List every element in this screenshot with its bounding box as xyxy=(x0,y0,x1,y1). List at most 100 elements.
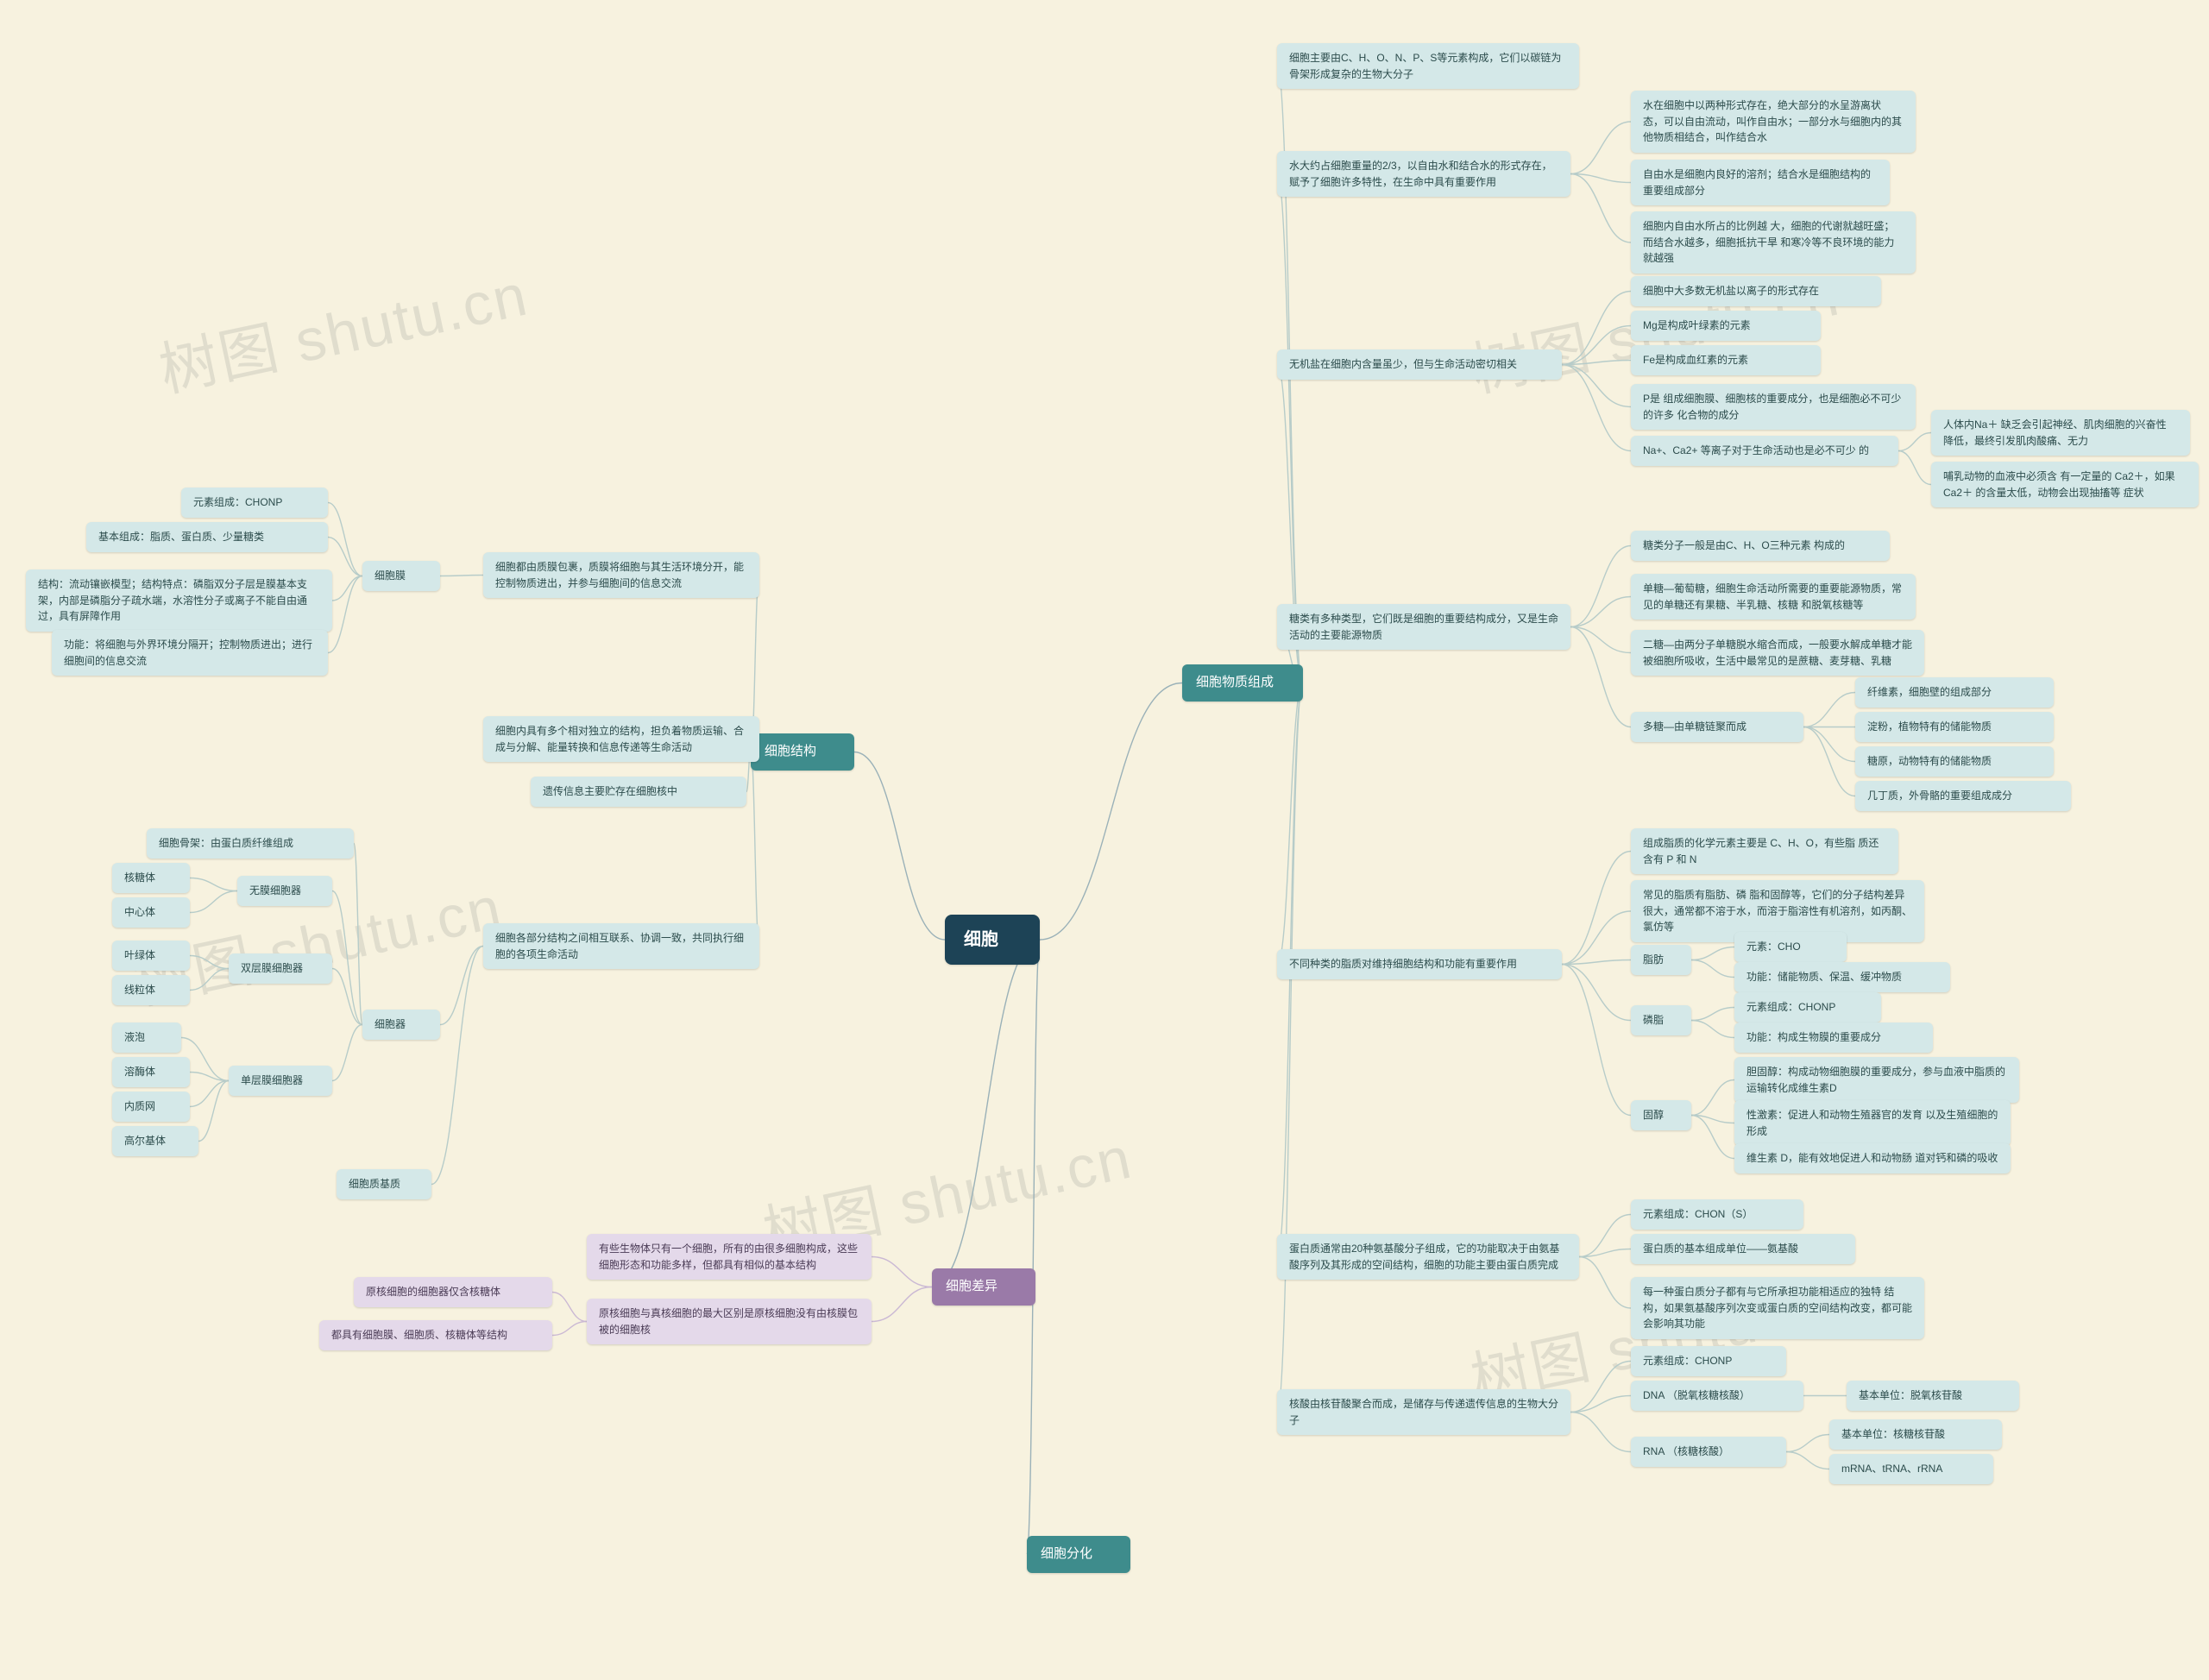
mindmap-node[interactable]: 固醇 xyxy=(1631,1100,1691,1130)
node-label: 内质网 xyxy=(124,1100,155,1112)
mindmap-node[interactable]: 淀粉，植物特有的储能物质 xyxy=(1855,712,2054,742)
mindmap-node[interactable]: 每一种蛋白质分子都有与它所承担功能相适应的独特 结构，如果氨基酸序列次变或蛋白质… xyxy=(1631,1277,1924,1339)
mindmap-node[interactable]: 细胞差异 xyxy=(932,1268,1035,1306)
mindmap-node[interactable]: 蛋白质通常由20种氨基酸分子组成，它的功能取决于由氨基酸序列及其形成的空间结构，… xyxy=(1277,1234,1579,1280)
mindmap-node[interactable]: 糖类有多种类型，它们既是细胞的重要结构成分，又是生命活动的主要能源物质 xyxy=(1277,604,1570,650)
mindmap-node[interactable]: 单层膜细胞器 xyxy=(229,1066,332,1096)
mindmap-node[interactable]: 蛋白质的基本组成单位——氨基酸 xyxy=(1631,1234,1855,1264)
mindmap-node[interactable]: 结构：流动镶嵌模型；结构特点：磷脂双分子层是膜基本支架，内部是磷脂分子疏水端，水… xyxy=(26,569,332,632)
node-label: 细胞中大多数无机盐以离子的形式存在 xyxy=(1643,285,1819,297)
node-label: 基本单位：核糖核苷酸 xyxy=(1841,1428,1945,1440)
node-label: 功能：储能物质、保温、缓冲物质 xyxy=(1746,971,1902,983)
mindmap-node[interactable]: 性激素：促进人和动物生殖器官的发育 以及生殖细胞的形成 xyxy=(1734,1100,2011,1146)
mindmap-node[interactable]: 都具有细胞膜、细胞质、核糖体等结构 xyxy=(319,1320,552,1350)
mindmap-node[interactable]: DNA （脱氧核糖核酸） xyxy=(1631,1381,1803,1411)
mindmap-node[interactable]: 细胞物质组成 xyxy=(1182,664,1303,702)
mindmap-node[interactable]: 功能：构成生物膜的重要成分 xyxy=(1734,1022,1933,1053)
mindmap-node[interactable]: 纤维素，细胞壁的组成部分 xyxy=(1855,677,2054,708)
mindmap-node[interactable]: P是 组成细胞膜、细胞核的重要成分，也是细胞必不可少的许多 化合物的成分 xyxy=(1631,384,1916,430)
mindmap-node[interactable]: 细胞器 xyxy=(362,1010,440,1040)
mindmap-node[interactable]: 功能：储能物质、保温、缓冲物质 xyxy=(1734,962,1950,992)
mindmap-node[interactable]: 组成脂质的化学元素主要是 C、H、O，有些脂 质还含有 P 和 N xyxy=(1631,828,1898,874)
mindmap-node[interactable]: 细胞膜 xyxy=(362,561,440,591)
node-label: DNA （脱氧核糖核酸） xyxy=(1643,1389,1750,1401)
node-label: mRNA、tRNA、rRNA xyxy=(1841,1463,1942,1475)
mindmap-node[interactable]: 磷脂 xyxy=(1631,1005,1691,1035)
mindmap-node[interactable]: 溶酶体 xyxy=(112,1057,190,1087)
node-label: 元素组成：CHON（S） xyxy=(1643,1208,1753,1220)
node-label: 基本组成：脂质、蛋白质、少量糖类 xyxy=(98,531,264,543)
node-label: 水在细胞中以两种形式存在，绝大部分的水呈游离状 态，可以自由流动，叫作自由水；一… xyxy=(1643,99,1902,143)
mindmap-node[interactable]: 细胞质基质 xyxy=(337,1169,431,1199)
node-label: 功能：将细胞与外界环境分隔开；控制物质进出；进行细胞间的信息交流 xyxy=(64,639,312,667)
mindmap-node[interactable]: 人体内Na＋ 缺乏会引起神经、肌肉细胞的兴奋性 降低，最终引发肌肉酸痛、无力 xyxy=(1931,410,2190,456)
mindmap-node[interactable]: 元素：CHO xyxy=(1734,932,1847,962)
mindmap-node[interactable]: Fe是构成血红素的元素 xyxy=(1631,345,1821,375)
mindmap-node[interactable]: 细胞结构 xyxy=(751,733,854,771)
node-label: 糖类有多种类型，它们既是细胞的重要结构成分，又是生命活动的主要能源物质 xyxy=(1289,613,1558,641)
mindmap-node[interactable]: 不同种类的脂质对维持细胞结构和功能有重要作用 xyxy=(1277,949,1562,979)
node-label: 人体内Na＋ 缺乏会引起神经、肌肉细胞的兴奋性 降低，最终引发肌肉酸痛、无力 xyxy=(1943,418,2167,447)
mindmap-node[interactable]: 自由水是细胞内良好的溶剂；结合水是细胞结构的重要组成部分 xyxy=(1631,160,1890,205)
mindmap-node[interactable]: 无膜细胞器 xyxy=(237,876,332,906)
mindmap-node[interactable]: 叶绿体 xyxy=(112,941,190,971)
mindmap-node[interactable]: 哺乳动物的血液中必须含 有一定量的 Ca2＋，如果 Ca2＋ 的含量太低，动物会… xyxy=(1931,462,2199,507)
mindmap-node[interactable]: 双层膜细胞器 xyxy=(229,953,332,984)
node-label: 元素组成：CHONP xyxy=(193,496,282,508)
node-label: 脂肪 xyxy=(1643,953,1664,966)
mindmap-node[interactable]: 维生素 D，能有效地促进人和动物肠 道对钙和磷的吸收 xyxy=(1734,1143,2011,1173)
mindmap-node[interactable]: 液泡 xyxy=(112,1022,181,1053)
mindmap-node[interactable]: 线粒体 xyxy=(112,975,190,1005)
mindmap-node[interactable]: 细胞内自由水所占的比例越 大，细胞的代谢就越旺盛；而结合水越多，细胞抵抗干旱 和… xyxy=(1631,211,1916,274)
mindmap-node[interactable]: 细胞都由质膜包裹，质膜将细胞与其生活环境分开，能控制物质进出，并参与细胞间的信息… xyxy=(483,552,759,598)
mindmap-node[interactable]: 元素组成：CHONP xyxy=(1631,1346,1786,1376)
mindmap-node[interactable]: 水在细胞中以两种形式存在，绝大部分的水呈游离状 态，可以自由流动，叫作自由水；一… xyxy=(1631,91,1916,153)
mindmap-node[interactable]: 功能：将细胞与外界环境分隔开；控制物质进出；进行细胞间的信息交流 xyxy=(52,630,328,676)
node-label: 固醇 xyxy=(1643,1109,1664,1121)
mindmap-node[interactable]: 水大约占细胞重量的2/3，以自由水和结合水的形式存在，赋予了细胞许多特性，在生命… xyxy=(1277,151,1570,197)
mindmap-node[interactable]: 几丁质，外骨骼的重要组成成分 xyxy=(1855,781,2071,811)
mindmap-node[interactable]: 糖类分子一般是由C、H、O三种元素 构成的 xyxy=(1631,531,1890,561)
node-label: 单糖—葡萄糖，细胞生命活动所需要的重要能源物质，常见的单糖还有果糖、半乳糖、核糖… xyxy=(1643,582,1902,611)
mindmap-node[interactable]: 内质网 xyxy=(112,1092,190,1122)
mindmap-node[interactable]: 多糖—由单糖链聚而成 xyxy=(1631,712,1803,742)
node-label: 无膜细胞器 xyxy=(249,884,301,897)
mindmap-node[interactable]: 细胞骨架：由蛋白质纤维组成 xyxy=(147,828,354,859)
mindmap-node[interactable]: 元素组成：CHONP xyxy=(181,488,328,518)
mindmap-node[interactable]: 细胞内具有多个相对独立的结构，担负着物质运输、合成与分解、能量转换和信息传递等生… xyxy=(483,716,759,762)
mindmap-node[interactable]: Mg是构成叶绿素的元素 xyxy=(1631,311,1821,341)
mindmap-node[interactable]: 元素组成：CHON（S） xyxy=(1631,1199,1803,1230)
mindmap-node[interactable]: 核糖体 xyxy=(112,863,190,893)
mindmap-node[interactable]: 无机盐在细胞内含量虽少，但与生命活动密切相关 xyxy=(1277,349,1562,380)
mindmap-node[interactable]: 细胞主要由C、H、O、N、P、S等元素构成，它们以碳链为骨架形成复杂的生物大分子 xyxy=(1277,43,1579,89)
mindmap-node[interactable]: 遗传信息主要贮存在细胞核中 xyxy=(531,777,746,807)
mindmap-node[interactable]: 元素组成：CHONP xyxy=(1734,992,1881,1022)
mindmap-node[interactable]: 基本单位：脱氧核苷酸 xyxy=(1847,1381,2019,1411)
mindmap-node[interactable]: 二糖—由两分子单糖脱水缩合而成，一般要水解成单糖才能被细胞所吸收，生活中最常见的… xyxy=(1631,630,1924,676)
mindmap-node[interactable]: 高尔基体 xyxy=(112,1126,198,1156)
node-label: 糖原，动物特有的储能物质 xyxy=(1867,755,1992,767)
mindmap-node[interactable]: 细胞分化 xyxy=(1027,1536,1130,1573)
mindmap-node[interactable]: mRNA、tRNA、rRNA xyxy=(1829,1454,1993,1484)
mindmap-node[interactable]: 糖原，动物特有的储能物质 xyxy=(1855,746,2054,777)
node-label: 核糖体 xyxy=(124,871,155,884)
mindmap-node[interactable]: 原核细胞与真核细胞的最大区别是原核细胞没有由核膜包被的细胞核 xyxy=(587,1299,872,1344)
node-label: 元素组成：CHONP xyxy=(1746,1001,1835,1013)
mindmap-node[interactable]: 细胞 xyxy=(945,915,1040,965)
mindmap-node[interactable]: 基本组成：脂质、蛋白质、少量糖类 xyxy=(86,522,328,552)
node-label: 蛋白质通常由20种氨基酸分子组成，它的功能取决于由氨基酸序列及其形成的空间结构，… xyxy=(1289,1243,1559,1271)
mindmap-node[interactable]: 细胞中大多数无机盐以离子的形式存在 xyxy=(1631,276,1881,306)
mindmap-node[interactable]: 核酸由核苷酸聚合而成，是储存与传递遗传信息的生物大分子 xyxy=(1277,1389,1570,1435)
mindmap-node[interactable]: 原核细胞的细胞器仅含核糖体 xyxy=(354,1277,552,1307)
node-label: 原核细胞的细胞器仅含核糖体 xyxy=(366,1286,500,1298)
node-label: 细胞骨架：由蛋白质纤维组成 xyxy=(159,837,293,849)
mindmap-node[interactable]: 基本单位：核糖核苷酸 xyxy=(1829,1419,2002,1450)
mindmap-node[interactable]: RNA （核糖核酸） xyxy=(1631,1437,1786,1467)
mindmap-node[interactable]: 单糖—葡萄糖，细胞生命活动所需要的重要能源物质，常见的单糖还有果糖、半乳糖、核糖… xyxy=(1631,574,1916,620)
mindmap-node[interactable]: 胆固醇：构成动物细胞膜的重要成分，参与血液中脂质的运输转化成维生素D xyxy=(1734,1057,2019,1103)
mindmap-node[interactable]: Na+、Ca2+ 等离子对于生命活动也是必不可少 的 xyxy=(1631,436,1898,466)
mindmap-node[interactable]: 脂肪 xyxy=(1631,945,1691,975)
mindmap-node[interactable]: 细胞各部分结构之间相互联系、协调一致，共同执行细胞的各项生命活动 xyxy=(483,923,759,969)
mindmap-node[interactable]: 有些生物体只有一个细胞，所有的由很多细胞构成，这些细胞形态和功能多样，但都具有相… xyxy=(587,1234,872,1280)
mindmap-node[interactable]: 中心体 xyxy=(112,897,190,928)
